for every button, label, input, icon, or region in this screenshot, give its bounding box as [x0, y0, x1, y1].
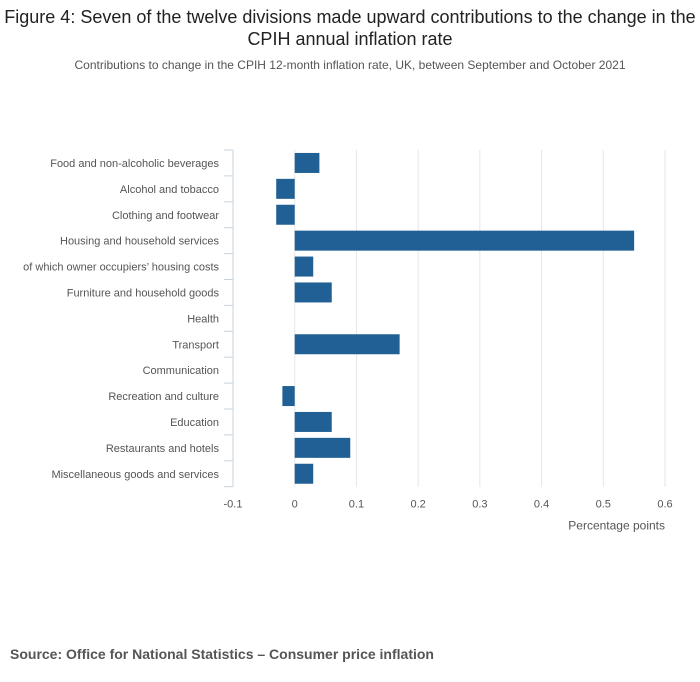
bar [294, 334, 400, 355]
bar [294, 230, 635, 251]
chart-subtitle: Contributions to change in the CPIH 12-m… [74, 58, 626, 72]
category-label: Recreation and culture [108, 391, 219, 403]
x-tick-label: 0.1 [349, 499, 364, 511]
category-label: Food and non-alcoholic beverages [50, 158, 219, 170]
category-label: Alcohol and tobacco [120, 184, 219, 196]
bar [294, 256, 314, 277]
x-tick-label: 0.2 [410, 499, 425, 511]
category-label: Furniture and household goods [67, 287, 220, 299]
category-label: of which owner occupiers’ housing costs [23, 262, 219, 274]
category-label: Housing and household services [60, 236, 219, 248]
bar [294, 463, 314, 484]
x-tick-label: 0.3 [472, 499, 487, 511]
category-label: Clothing and footwear [112, 210, 219, 222]
bar [276, 178, 295, 199]
bar [294, 411, 332, 432]
bar [294, 152, 320, 173]
x-tick-label: 0 [292, 499, 298, 511]
x-tick-label: 0.5 [596, 499, 611, 511]
category-label: Education [170, 417, 219, 429]
x-tick-label: -0.1 [224, 499, 243, 511]
bar [294, 437, 351, 458]
bar [282, 386, 295, 407]
source-note: Source: Office for National Statistics –… [10, 646, 434, 662]
x-axis-title: Percentage points [568, 519, 665, 533]
x-tick-label: 0.6 [657, 499, 672, 511]
category-label: Miscellaneous goods and services [51, 469, 219, 481]
category-label: Health [187, 313, 219, 325]
bar [294, 282, 332, 303]
bar [276, 204, 295, 225]
chart-title: Figure 4: Seven of the twelve divisions … [4, 7, 696, 49]
category-label: Restaurants and hotels [106, 443, 220, 455]
x-tick-label: 0.4 [534, 499, 549, 511]
category-label: Transport [172, 339, 219, 351]
category-label: Communication [143, 365, 219, 377]
